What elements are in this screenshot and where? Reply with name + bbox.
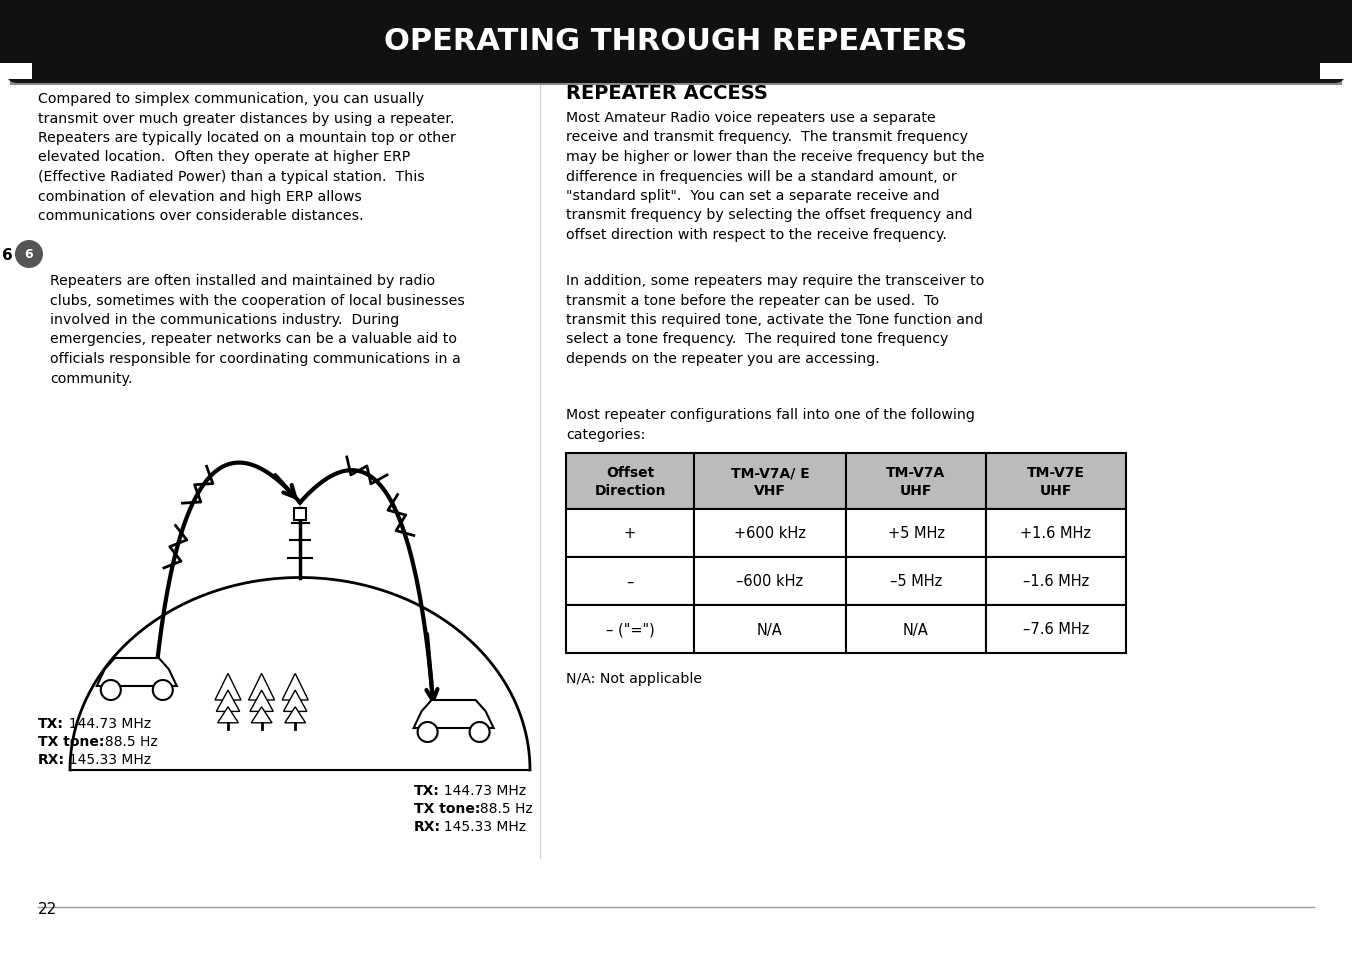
Bar [694,454,846,510]
Polygon shape [250,690,273,712]
Text: +5 MHz: +5 MHz [887,526,945,541]
Text: Most Amateur Radio voice repeaters use a separate
receive and transmit frequency: Most Amateur Radio voice repeaters use a… [566,111,984,242]
Polygon shape [218,707,238,723]
Text: Most repeater configurations fall into one of the following
categories:: Most repeater configurations fall into o… [566,408,975,441]
Circle shape [153,680,173,700]
Text: Repeaters are often installed and maintained by radio
clubs, sometimes with the : Repeaters are often installed and mainta… [50,274,465,385]
Bar [694,558,846,605]
Bar [986,558,1126,605]
Text: TX:: TX: [414,783,439,797]
Text: In addition, some repeaters may require the transceiver to
transmit a tone befor: In addition, some repeaters may require … [566,274,984,366]
Text: 88.5 Hz: 88.5 Hz [96,734,157,748]
Text: +: + [623,526,635,541]
Text: – ("="): – ("=") [606,622,654,637]
Bar [694,510,846,558]
Text: Compared to simplex communication, you can usually
transmit over much greater di: Compared to simplex communication, you c… [38,91,456,223]
Text: TM-V7A
UHF: TM-V7A UHF [887,466,945,497]
Text: Offset
Direction: Offset Direction [595,466,665,497]
Text: REPEATER ACCESS: REPEATER ACCESS [566,84,768,103]
Text: 145.33 MHz: 145.33 MHz [59,752,150,766]
Text: 6: 6 [3,247,14,262]
Text: RX:: RX: [38,752,65,766]
Text: 88.5 Hz: 88.5 Hz [472,801,533,815]
Polygon shape [414,700,493,728]
FancyBboxPatch shape [5,0,1347,84]
Text: 145.33 MHz: 145.33 MHz [435,820,526,833]
Circle shape [418,722,438,742]
Bar [9,76,1343,86]
Bar [846,454,986,510]
Text: N/A: N/A [757,622,783,637]
Circle shape [469,722,489,742]
Text: –1.6 MHz: –1.6 MHz [1023,574,1090,589]
Text: TM-V7A/ E
VHF: TM-V7A/ E VHF [730,466,810,497]
Polygon shape [215,674,241,700]
Polygon shape [249,674,274,700]
Bar [566,558,694,605]
Bar [566,510,694,558]
Bar [986,605,1126,654]
Text: 22: 22 [38,901,57,916]
Text: –5 MHz: –5 MHz [890,574,942,589]
Text: 144.73 MHz: 144.73 MHz [435,783,526,797]
Text: TX:: TX: [38,717,64,730]
Text: TX tone:: TX tone: [38,734,104,748]
Text: N/A: Not applicable: N/A: Not applicable [566,671,702,685]
Circle shape [101,680,120,700]
Bar [694,605,846,654]
Text: –7.6 MHz: –7.6 MHz [1023,622,1090,637]
Bar [986,454,1126,510]
Bar [566,605,694,654]
Text: –600 kHz: –600 kHz [737,574,803,589]
Bar [1320,64,1352,80]
Bar [846,605,986,654]
Text: TX tone:: TX tone: [414,801,480,815]
Polygon shape [97,659,177,686]
Bar [0,64,32,80]
Polygon shape [285,707,306,723]
Text: OPERATING THROUGH REPEATERS: OPERATING THROUGH REPEATERS [384,27,968,55]
Bar [0,0,1352,78]
Polygon shape [70,578,530,770]
Text: TM-V7E
UHF: TM-V7E UHF [1028,466,1086,497]
Bar [566,454,694,510]
Text: 144.73 MHz: 144.73 MHz [59,717,150,730]
Text: RX:: RX: [414,820,441,833]
Polygon shape [251,707,272,723]
Bar [846,510,986,558]
Bar [846,558,986,605]
Text: +600 kHz: +600 kHz [734,526,806,541]
Text: 6: 6 [24,248,34,261]
Text: N/A: N/A [903,622,929,637]
Text: +1.6 MHz: +1.6 MHz [1021,526,1091,541]
Polygon shape [283,674,308,700]
Circle shape [15,241,43,269]
Polygon shape [284,690,307,712]
Text: –: – [626,574,634,589]
Bar [293,508,306,520]
Bar [986,510,1126,558]
Polygon shape [216,690,239,712]
